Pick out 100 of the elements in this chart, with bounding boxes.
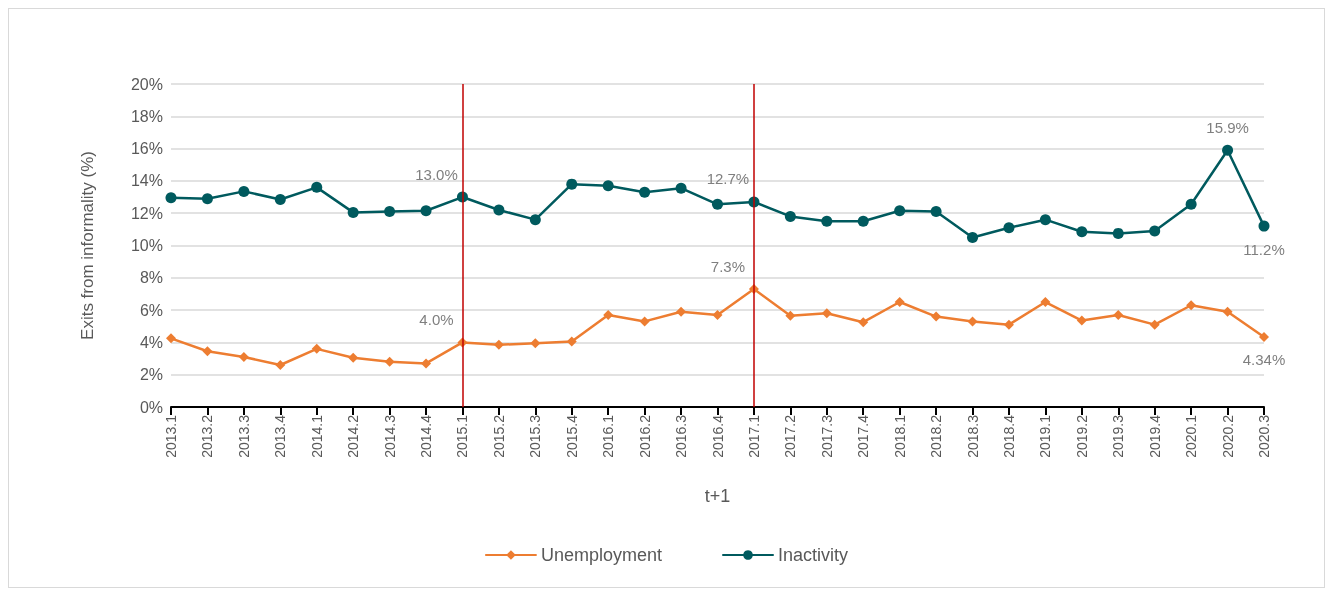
point xyxy=(1112,227,1124,239)
x-tick-label: 2014.4 xyxy=(418,414,435,458)
x-tick-label: 2019.3 xyxy=(1110,414,1127,458)
x-tick-label: 2019.2 xyxy=(1073,414,1090,458)
data-label: 13.0% xyxy=(415,165,458,183)
point xyxy=(821,215,833,227)
point xyxy=(930,206,942,218)
data-label: 7.3% xyxy=(710,258,746,276)
point xyxy=(784,210,796,222)
point xyxy=(712,309,723,320)
x-tick-label: 2015.4 xyxy=(563,414,580,458)
point xyxy=(493,204,505,216)
point xyxy=(384,206,396,218)
point xyxy=(1113,309,1124,320)
point xyxy=(201,193,213,205)
point xyxy=(931,311,942,322)
x-tick-label: 2020.2 xyxy=(1219,414,1236,458)
point xyxy=(165,192,177,204)
point xyxy=(384,356,395,367)
x-tick-label: 2016.3 xyxy=(673,414,690,458)
x-tick-label: 2019.1 xyxy=(1037,414,1054,458)
point xyxy=(421,358,432,369)
x-tick-label: 2013.1 xyxy=(163,414,179,458)
point xyxy=(857,215,869,227)
x-tick-label: 2018.3 xyxy=(964,414,981,458)
point xyxy=(1076,315,1087,326)
x-tick-label: 2013.3 xyxy=(235,414,252,458)
point xyxy=(712,198,723,210)
y-tick-label: 18% xyxy=(130,107,163,125)
y-tick-label: 14% xyxy=(130,172,163,190)
legend-label: Unemployment xyxy=(540,545,663,565)
y-tick-label: 8% xyxy=(139,269,163,287)
x-tick-label: 2015.3 xyxy=(527,414,544,458)
point xyxy=(311,181,323,193)
point xyxy=(238,351,249,362)
x-tick-label: 2016.2 xyxy=(636,414,653,458)
x-tick-label: 2016.4 xyxy=(709,414,726,458)
x-tick-label: 2018.4 xyxy=(1000,414,1017,458)
x-tick-label: 2013.4 xyxy=(272,414,289,458)
point xyxy=(894,297,905,308)
point xyxy=(1186,300,1197,311)
point xyxy=(347,206,359,218)
point xyxy=(420,205,432,217)
y-tick-label: 10% xyxy=(130,237,163,254)
point xyxy=(166,333,176,344)
point xyxy=(1258,220,1270,232)
x-tick-label: 2014.2 xyxy=(345,414,362,458)
point xyxy=(1003,319,1014,330)
y-axis-title: Exits from informality (%) xyxy=(78,151,97,340)
y-tick-label: 12% xyxy=(130,204,163,222)
point xyxy=(202,346,213,357)
x-tick-label: 2018.1 xyxy=(891,414,908,458)
x-tick-label: 2013.2 xyxy=(199,414,216,458)
point xyxy=(1149,319,1160,330)
point xyxy=(566,336,577,347)
point xyxy=(603,309,614,320)
x-tick-label: 2017.3 xyxy=(818,414,835,458)
x-tick-label: 2015.1 xyxy=(454,414,471,458)
x-tick-label: 2017.1 xyxy=(745,414,762,458)
point xyxy=(238,185,250,197)
point xyxy=(785,310,796,321)
point xyxy=(858,317,869,328)
x-tick-label: 2016.1 xyxy=(600,414,617,458)
point xyxy=(1039,214,1051,226)
y-tick-label: 2% xyxy=(139,366,163,384)
point xyxy=(894,205,906,217)
point xyxy=(311,343,322,354)
point xyxy=(821,308,832,319)
point xyxy=(1222,306,1233,317)
data-label: 4.34% xyxy=(1242,350,1286,368)
point xyxy=(1003,222,1015,234)
y-tick-label: 4% xyxy=(139,333,163,351)
point xyxy=(1040,297,1051,308)
data-label: 11.2% xyxy=(1243,240,1285,258)
data-label: 15.9% xyxy=(1206,118,1249,136)
point xyxy=(602,180,614,192)
x-axis-title: t+1 xyxy=(704,486,731,506)
x-tick-label: 2015.2 xyxy=(490,414,507,458)
point xyxy=(1222,144,1234,156)
point xyxy=(967,231,979,243)
point xyxy=(530,338,541,349)
data-label: 4.0% xyxy=(419,311,454,329)
point xyxy=(529,214,541,226)
y-tick-label: 16% xyxy=(130,140,163,158)
data-label: 12.7% xyxy=(706,170,750,188)
x-tick-label: 2014.3 xyxy=(381,414,398,458)
y-tick-label: 6% xyxy=(139,301,163,319)
point xyxy=(1185,198,1197,210)
point xyxy=(676,306,687,317)
x-tick-label: 2019.4 xyxy=(1146,414,1163,458)
point xyxy=(967,316,978,327)
point xyxy=(639,316,650,327)
point xyxy=(275,360,286,371)
point xyxy=(566,178,578,190)
x-tick-label: 2014.1 xyxy=(308,414,325,458)
y-tick-label: 20% xyxy=(130,75,163,93)
point xyxy=(274,193,286,205)
point xyxy=(1076,226,1088,238)
point xyxy=(675,182,687,194)
y-tick-label: 0% xyxy=(139,398,163,416)
